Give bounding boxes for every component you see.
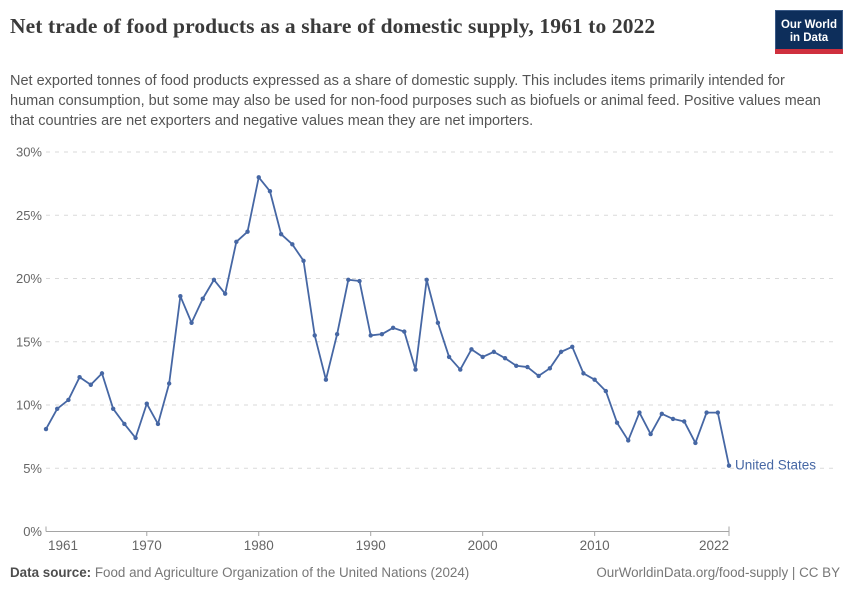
data-point-marker: [122, 421, 127, 427]
x-tick-label: 1961: [48, 538, 78, 553]
data-point-marker: [312, 333, 317, 338]
data-source: Data source: Food and Agriculture Organi…: [10, 565, 469, 580]
data-point-marker: [626, 438, 631, 443]
data-point-marker: [491, 349, 497, 355]
x-tick-label: 2022: [699, 538, 729, 553]
data-point-marker: [514, 363, 519, 368]
data-point-marker: [211, 277, 217, 282]
data-point-marker: [413, 367, 418, 372]
owid-logo[interactable]: Our World in Data: [775, 10, 843, 54]
data-point-marker: [110, 406, 116, 411]
y-tick-label: 15%: [16, 334, 42, 349]
y-tick-label: 30%: [16, 145, 42, 160]
data-source-text: Food and Agriculture Organization of the…: [91, 565, 470, 580]
data-point-marker: [144, 401, 149, 406]
footer: Data source: Food and Agriculture Organi…: [10, 565, 840, 580]
data-point-marker: [693, 440, 698, 446]
data-source-label: Data source:: [10, 565, 92, 580]
data-point-marker: [502, 355, 508, 361]
data-point-marker: [390, 325, 396, 331]
data-point-marker: [379, 331, 385, 337]
data-point-marker: [66, 397, 71, 403]
data-point-marker: [648, 431, 653, 437]
data-point-marker: [368, 333, 373, 338]
data-point-marker: [458, 367, 463, 372]
data-point-marker: [536, 373, 541, 379]
x-tick-label: 1980: [244, 538, 274, 553]
data-point-marker: [402, 329, 407, 334]
data-point-marker: [659, 411, 665, 417]
data-point-marker: [256, 175, 261, 180]
data-point-marker: [189, 320, 194, 325]
y-tick-label: 0%: [23, 524, 42, 539]
data-point-marker: [603, 388, 609, 394]
data-point-marker: [334, 331, 340, 337]
data-point-marker: [558, 349, 564, 355]
data-point-marker: [570, 344, 575, 350]
data-point-marker: [592, 377, 597, 382]
data-point-marker: [54, 406, 60, 411]
data-point-marker: [726, 463, 732, 468]
data-point-marker: [155, 421, 161, 427]
data-point-marker: [446, 354, 452, 360]
data-point-marker: [547, 366, 553, 371]
data-point-marker: [301, 258, 306, 263]
owid-logo-red-bar: [775, 49, 843, 54]
trend-line: [45, 176, 730, 467]
data-point-marker: [715, 410, 721, 415]
data-point-marker: [267, 189, 273, 194]
data-point-marker: [670, 416, 676, 422]
data-point-marker: [525, 364, 530, 370]
data-point-marker: [357, 278, 362, 284]
data-point-marker: [323, 377, 329, 382]
data-point-marker: [43, 426, 49, 432]
data-point-marker: [704, 410, 709, 415]
data-point-marker: [614, 420, 620, 425]
data-point-marker: [435, 320, 441, 325]
footer-link[interactable]: OurWorldinData.org/food-supply | CC BY: [596, 565, 840, 580]
data-point-marker: [234, 239, 239, 245]
data-point-marker: [245, 229, 250, 234]
x-tick-label: 1970: [132, 538, 162, 553]
x-tick-label: 1990: [356, 538, 386, 553]
data-point-marker: [469, 347, 474, 352]
data-point-marker: [346, 277, 351, 282]
x-tick-label: 2000: [468, 538, 498, 553]
data-point-marker: [166, 381, 172, 386]
data-point-marker: [637, 410, 642, 415]
data-point-marker: [88, 382, 93, 387]
data-point-marker: [222, 291, 228, 296]
data-point-marker: [480, 354, 485, 360]
y-tick-label: 5%: [23, 461, 42, 476]
chart-title: Net trade of food products as a share of…: [10, 14, 656, 38]
data-point-marker: [581, 371, 586, 376]
data-point-marker: [178, 294, 183, 299]
owid-logo-line2: in Data: [789, 32, 829, 44]
y-tick-label: 25%: [16, 208, 42, 223]
owid-logo-line1: Our World: [780, 19, 837, 31]
data-point-marker: [77, 374, 82, 380]
data-point-marker: [278, 232, 284, 237]
data-point-marker: [200, 296, 205, 301]
y-tick-label: 20%: [16, 271, 42, 286]
chart-subtitle: Net exported tonnes of food products exp…: [10, 73, 821, 129]
data-point-marker: [424, 277, 429, 282]
data-point-marker: [99, 371, 105, 376]
data-point-marker: [133, 435, 138, 441]
data-point-marker: [290, 242, 295, 247]
entity-label: United States: [735, 458, 816, 473]
data-point-marker: [682, 419, 687, 424]
y-tick-label: 10%: [16, 398, 42, 413]
x-tick-label: 2010: [580, 538, 610, 553]
